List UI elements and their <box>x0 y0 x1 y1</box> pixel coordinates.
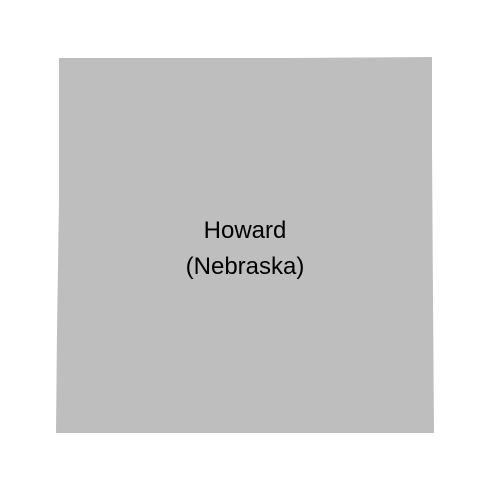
state-name-label: (Nebraska) <box>186 253 305 280</box>
county-name-label: Howard <box>204 217 287 244</box>
howard-county-shape[interactable] <box>56 57 434 433</box>
